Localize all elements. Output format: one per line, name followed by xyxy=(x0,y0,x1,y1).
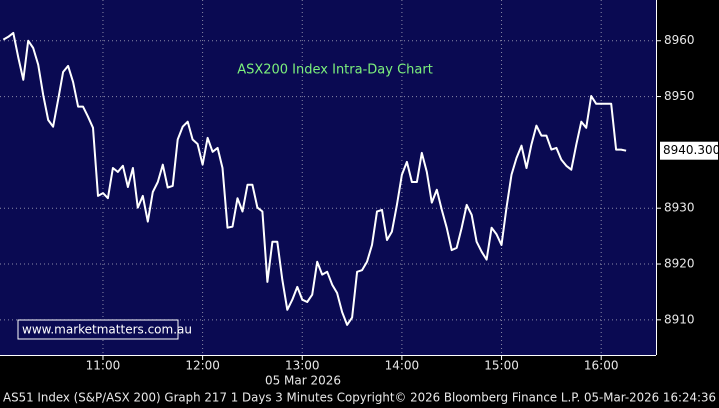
x-tick-label: 13:00 xyxy=(285,359,320,373)
plot-area xyxy=(0,0,656,355)
x-tick-label: 14:00 xyxy=(385,359,420,373)
current-price-box xyxy=(660,141,718,160)
x-tick-label: 15:00 xyxy=(484,359,519,373)
watermark: www.marketmatters.com.au xyxy=(22,323,192,337)
date-label: 05 Mar 2026 xyxy=(265,374,341,388)
x-tick-label: 11:00 xyxy=(86,359,121,373)
x-tick-label: 12:00 xyxy=(185,359,220,373)
x-tick-label: 16:00 xyxy=(584,359,619,373)
y-tick-label: 8950 xyxy=(664,89,695,103)
chart-title: ASX200 Index Intra-Day Chart xyxy=(237,63,433,78)
y-tick-label: 8910 xyxy=(664,312,695,326)
y-tick-label: 8930 xyxy=(664,201,695,215)
price-line xyxy=(2,31,627,326)
y-tick-label: 8920 xyxy=(664,257,695,271)
y-tick-label: 8960 xyxy=(664,33,695,47)
footer: AS51 Index (S&P/ASX 200) Graph 217 1 Day… xyxy=(3,391,716,405)
marks xyxy=(0,0,656,355)
current-price-label: 8940.300 xyxy=(663,143,719,157)
watermark-box xyxy=(17,319,179,340)
